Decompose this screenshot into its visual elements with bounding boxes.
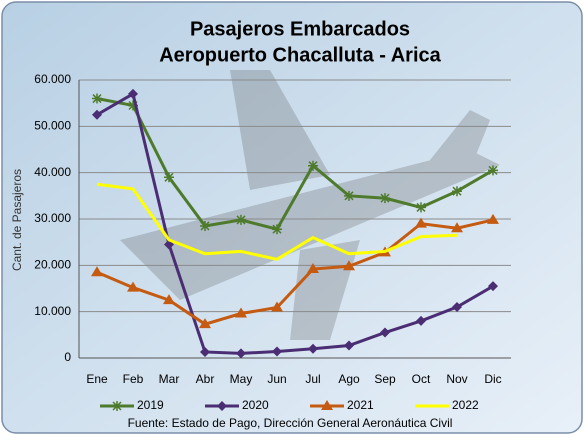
- legend-label: 2021: [347, 398, 374, 412]
- y-tick-label: 0: [64, 350, 71, 364]
- y-tick-label: 50.000: [34, 119, 71, 133]
- legend-label: 2020: [242, 398, 269, 412]
- data-point: [380, 193, 390, 203]
- chart: Pasajeros Embarcados Aeropuerto Chacallu…: [0, 0, 584, 435]
- y-axis-label: Cant. de Pasajeros: [10, 169, 24, 271]
- data-point: [452, 186, 462, 196]
- data-point: [416, 202, 426, 212]
- y-tick-label: 60.000: [34, 72, 71, 86]
- x-tick-label: Sep: [374, 372, 396, 386]
- data-point: [236, 215, 246, 225]
- legend-label: 2019: [137, 398, 164, 412]
- x-tick-label: Ago: [338, 372, 360, 386]
- x-tick-label: Jul: [305, 372, 320, 386]
- y-tick-label: 20.000: [34, 258, 71, 272]
- source-note: Fuente: Estado de Pago, Dirección Genera…: [128, 416, 453, 430]
- x-tick-label: Jun: [267, 372, 286, 386]
- y-tick-label: 10.000: [34, 304, 71, 318]
- legend-label: 2022: [452, 398, 479, 412]
- x-tick-label: Mar: [159, 372, 180, 386]
- data-point: [488, 165, 498, 175]
- y-tick-label: 30.000: [34, 211, 71, 225]
- data-point: [164, 172, 174, 182]
- x-tick-label: Dic: [484, 372, 501, 386]
- x-tick-label: Feb: [123, 372, 144, 386]
- legend-marker: [112, 401, 122, 411]
- chart-subtitle: Aeropuerto Chacalluta - Arica: [159, 44, 441, 66]
- x-tick-label: Abr: [196, 372, 215, 386]
- x-tick-label: Ene: [86, 372, 108, 386]
- data-point: [344, 191, 354, 201]
- data-point: [308, 161, 318, 171]
- data-point: [272, 224, 282, 234]
- x-tick-label: May: [230, 372, 253, 386]
- data-point: [92, 94, 102, 104]
- chart-title: Pasajeros Embarcados: [190, 18, 410, 40]
- x-tick-label: Nov: [446, 372, 467, 386]
- data-point: [200, 221, 210, 231]
- x-tick-label: Oct: [412, 372, 431, 386]
- y-tick-label: 40.000: [34, 165, 71, 179]
